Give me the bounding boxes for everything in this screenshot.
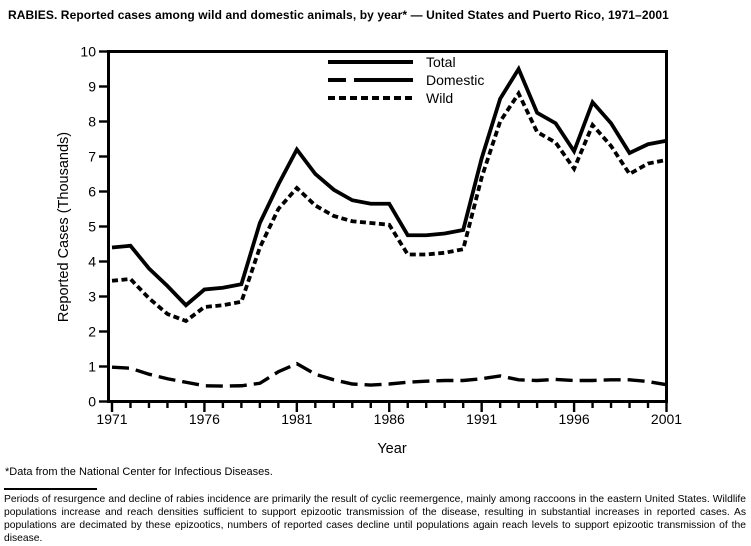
y-tick-label: 9 bbox=[88, 79, 96, 95]
y-tick-label: 7 bbox=[88, 149, 96, 165]
x-tick-label: 1971 bbox=[96, 411, 127, 427]
series-line-total bbox=[111, 64, 667, 308]
legend: Total Domestic Wild bbox=[328, 53, 484, 107]
footnote-divider bbox=[4, 488, 97, 490]
x-tick-label: 1976 bbox=[189, 411, 220, 427]
y-tick-label: 6 bbox=[88, 184, 96, 200]
y-tick-label: 8 bbox=[88, 114, 96, 130]
x-tick-label: 1981 bbox=[281, 411, 312, 427]
y-tick-label: 10 bbox=[80, 44, 96, 60]
figure-title: RABIES. Reported cases among wild and do… bbox=[8, 8, 669, 22]
x-tick-label: 1996 bbox=[559, 411, 590, 427]
legend-line-sample-long-dash bbox=[328, 78, 413, 82]
y-tick-label: 4 bbox=[88, 254, 96, 270]
legend-item-domestic: Domestic bbox=[328, 71, 484, 89]
legend-item-total: Total bbox=[328, 53, 484, 71]
caption-paragraph: Periods of resurgence and decline of rab… bbox=[4, 494, 746, 544]
y-tick-label: 5 bbox=[88, 219, 96, 235]
plot-canvas: 1971 1976 1981 1986 1991 1996 2001 0 1 2 3 4 5 6 7 8 9 10 bbox=[80, 44, 682, 428]
legend-item-wild: Wild bbox=[328, 89, 484, 107]
data-source-footnote: *Data from the National Center for Infec… bbox=[5, 466, 273, 478]
series-line-domestic bbox=[111, 361, 667, 388]
y-axis-label: Reported Cases (Thousands) bbox=[56, 131, 72, 323]
y-tick-label: 1 bbox=[88, 359, 96, 375]
legend-label: Total bbox=[426, 54, 456, 70]
y-tick-label: 2 bbox=[88, 324, 96, 340]
x-tick-label: 1986 bbox=[374, 411, 405, 427]
x-tick-label: 1991 bbox=[466, 411, 497, 427]
rabies-line-chart: 1971 1976 1981 1986 1991 1996 2001 0 1 2 3 4 5 6 7 8 9 10… bbox=[56, 44, 682, 458]
y-tick-label: 3 bbox=[88, 289, 96, 305]
x-axis-label: Year bbox=[377, 441, 407, 457]
legend-line-sample-solid bbox=[328, 60, 413, 64]
legend-label: Domestic bbox=[426, 72, 485, 88]
y-tick-label: 0 bbox=[88, 394, 96, 410]
legend-label: Wild bbox=[426, 90, 454, 106]
x-tick-label: 2001 bbox=[651, 411, 682, 427]
legend-line-sample-short-dash bbox=[328, 96, 413, 100]
series-line-wild bbox=[111, 89, 667, 324]
plot-frame bbox=[107, 50, 668, 403]
